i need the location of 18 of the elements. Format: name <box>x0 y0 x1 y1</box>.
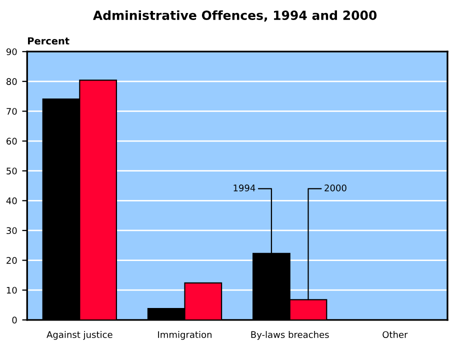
text: 2000 <box>324 184 346 192</box>
y-tick-label: 10 <box>6 286 17 294</box>
y-tick-label: 50 <box>6 168 17 174</box>
x-tick-label: By-laws breaches <box>251 331 329 340</box>
y-tick-label: 0 <box>12 316 17 324</box>
y-axis-title: Percent <box>28 37 70 45</box>
chart-title: Administrative Offences, 1994 and 2000 <box>92 10 377 22</box>
y-tick-label: 80 <box>6 78 17 85</box>
y-tick-label: 90 <box>6 48 17 56</box>
y-tick-label: 60 <box>6 138 17 145</box>
y-tick-label: 30 <box>6 227 17 234</box>
y-tick-label: 20 <box>6 257 17 264</box>
x-tick-label: Other <box>382 331 408 338</box>
y-tick-label: 40 <box>6 197 17 204</box>
x-tick-label: Immigration <box>158 331 212 340</box>
x-tick-label: Against justice <box>46 331 112 340</box>
text: 1994 <box>234 184 256 192</box>
y-tick-label: 70 <box>6 108 17 115</box>
